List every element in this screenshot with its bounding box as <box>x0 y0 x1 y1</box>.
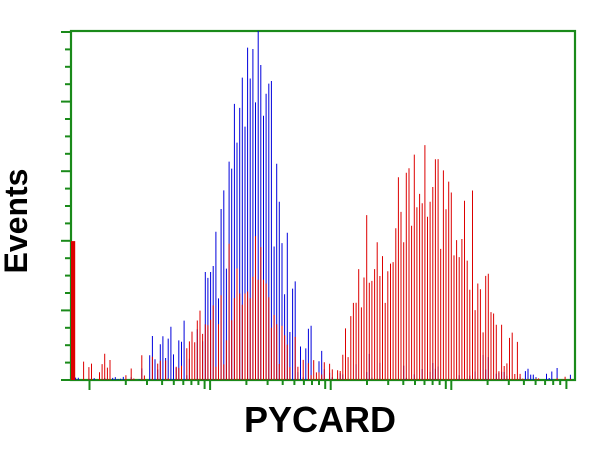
svg-text:PYCARD: PYCARD <box>244 399 396 440</box>
svg-text:Events: Events <box>0 169 34 274</box>
